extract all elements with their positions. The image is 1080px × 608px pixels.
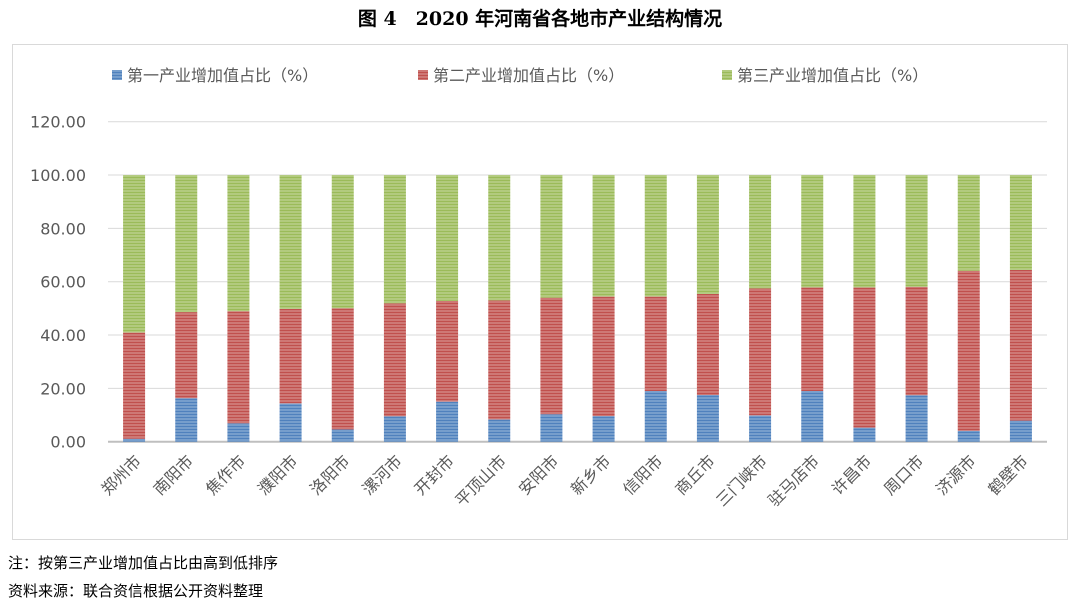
legend-swatch <box>418 70 428 80</box>
x-tick-label: 济源市 <box>932 451 979 498</box>
bar-segment-series-1 <box>644 391 667 442</box>
y-tick-label: 0.00 <box>50 433 86 452</box>
x-tick-label: 周口市 <box>880 451 927 498</box>
bar-segment-series-2 <box>227 311 250 424</box>
x-tick-label: 三门峡市 <box>712 451 771 510</box>
bar-segment-series-2 <box>488 300 511 420</box>
x-tick-label: 平顶山市 <box>451 451 510 510</box>
x-tick-label: 郑州市 <box>98 451 145 498</box>
y-tick-label: 20.00 <box>40 379 86 398</box>
bar-segment-series-2 <box>801 287 824 392</box>
bar-segment-series-3 <box>227 175 250 312</box>
x-tick-label: 濮阳市 <box>254 451 301 498</box>
bar-segment-series-2 <box>436 300 459 402</box>
bar-segment-series-3 <box>644 175 667 297</box>
chart-frame <box>12 44 1068 540</box>
bar-segment-series-2 <box>905 286 928 396</box>
bar-segment-series-2 <box>540 297 563 415</box>
bar-segment-series-3 <box>801 175 824 288</box>
bar-segment-series-2 <box>592 296 615 417</box>
x-tick-label: 许昌市 <box>828 451 875 498</box>
source-note: 资料来源：联合资信根据公开资料整理 <box>8 582 264 600</box>
bar-segment-series-1 <box>801 391 824 442</box>
y-tick-label: 100.00 <box>30 166 86 185</box>
bar-segment-series-1 <box>957 430 980 442</box>
bar-segment-series-3 <box>905 175 928 287</box>
bar-segment-series-2 <box>383 303 406 417</box>
bar-segment-series-1 <box>436 401 459 442</box>
bar-segment-series-3 <box>123 175 146 333</box>
x-tick-label: 商丘市 <box>671 451 718 498</box>
x-tick-label: 新乡市 <box>567 451 614 498</box>
bar-segment-series-3 <box>749 175 772 289</box>
bar-segment-series-3 <box>175 175 198 313</box>
legend-label: 第一产业增加值占比（%） <box>127 66 318 85</box>
x-tick-label: 安阳市 <box>515 451 562 498</box>
bar-segment-series-3 <box>279 175 302 309</box>
x-tick-label: 鹤壁市 <box>984 451 1031 498</box>
bar-segment-series-1 <box>905 395 928 442</box>
bar-segment-series-1 <box>853 427 876 442</box>
bar-segment-series-2 <box>696 293 719 396</box>
bar-segment-series-3 <box>957 175 980 271</box>
bar-segment-series-3 <box>436 175 459 301</box>
bar-segment-series-2 <box>175 312 198 399</box>
sort-note: 注：按第三产业增加值占比由高到低排序 <box>8 554 279 572</box>
bar-segment-series-2 <box>331 308 354 430</box>
bar-segment-series-1 <box>696 395 719 442</box>
y-tick-label: 60.00 <box>40 273 86 292</box>
figure-title: 图 4 2020 年河南省各地市产业结构情况 <box>357 8 723 30</box>
bar-segment-series-1 <box>540 414 563 442</box>
bar-segment-series-1 <box>279 403 302 442</box>
bar-segment-series-1 <box>123 438 146 442</box>
legend-swatch <box>722 70 732 80</box>
legend-swatch <box>112 70 122 80</box>
bar-segment-series-3 <box>696 175 719 294</box>
bar-segment-series-1 <box>175 398 198 442</box>
bar-segment-series-1 <box>1009 420 1032 442</box>
bar-segment-series-3 <box>540 175 563 298</box>
y-tick-label: 80.00 <box>40 219 86 238</box>
x-tick-label: 信阳市 <box>619 451 666 498</box>
bar-segment-series-1 <box>592 416 615 442</box>
legend-label: 第三产业增加值占比（%） <box>737 66 928 85</box>
bar-segment-series-2 <box>644 296 667 392</box>
bar-segment-series-1 <box>383 416 406 442</box>
bar-segment-series-2 <box>749 288 772 416</box>
bar-segment-series-3 <box>853 175 876 288</box>
bar-segment-series-2 <box>1009 269 1032 421</box>
bar-segment-series-1 <box>331 429 354 442</box>
bar-segment-series-1 <box>749 415 772 442</box>
bar-segment-series-3 <box>592 175 615 297</box>
legend-label: 第二产业增加值占比（%） <box>433 66 624 85</box>
bar-segment-series-3 <box>383 175 406 304</box>
bar-segment-series-1 <box>488 419 511 442</box>
bar-segment-series-2 <box>957 270 980 431</box>
x-tick-label: 漯河市 <box>358 451 405 498</box>
bar-segment-series-2 <box>279 308 302 404</box>
y-tick-label: 40.00 <box>40 326 86 345</box>
x-tick-label: 开封市 <box>411 451 458 498</box>
bar-segment-series-2 <box>853 287 876 428</box>
bar-segment-series-1 <box>227 423 250 442</box>
x-tick-label: 焦作市 <box>202 451 249 498</box>
bar-segment-series-3 <box>488 175 511 301</box>
bar-segment-series-3 <box>1009 175 1032 270</box>
bar-segment-series-2 <box>123 332 146 439</box>
y-tick-label: 120.00 <box>30 113 86 132</box>
x-tick-label: 洛阳市 <box>306 451 353 498</box>
x-tick-label: 南阳市 <box>150 451 197 498</box>
x-tick-label: 驻马店市 <box>764 451 823 510</box>
bar-segment-series-3 <box>331 175 354 309</box>
